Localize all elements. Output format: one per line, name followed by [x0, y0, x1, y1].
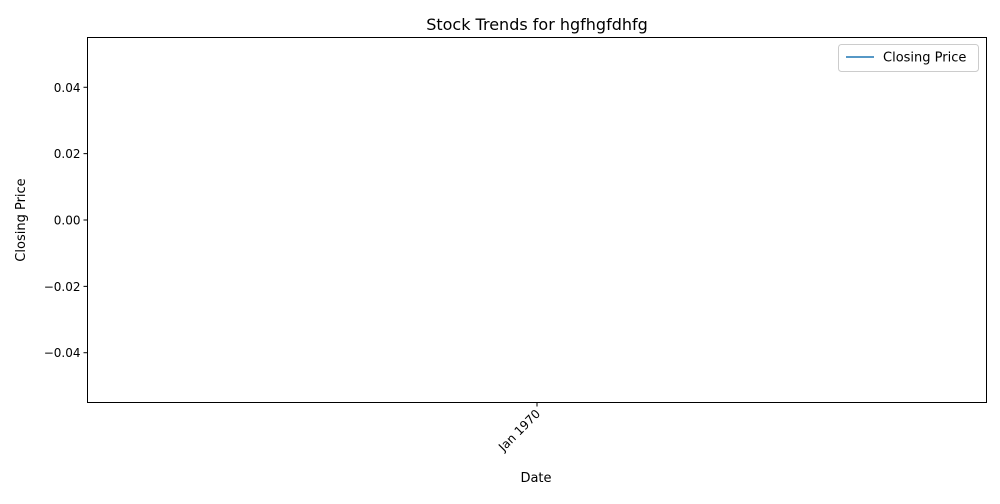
legend-label-closing-price: Closing Price: [883, 51, 966, 66]
x-axis-label: Date: [520, 471, 551, 486]
legend-box: [838, 44, 979, 72]
y-tick-label: 0.02: [54, 147, 81, 161]
y-tick-label: 0.04: [54, 81, 81, 95]
x-tick-label: Jan 1970: [495, 407, 543, 455]
y-tick-label: 0.00: [54, 214, 81, 228]
y-tick-label: −0.04: [44, 346, 81, 360]
legend: Closing Price: [838, 44, 979, 72]
chart-title: Stock Trends for hgfhgfdhfg: [426, 15, 648, 34]
y-axis: 0.04 0.02 0.00 −0.02 −0.04: [44, 81, 88, 360]
plot-area-frame: [87, 37, 987, 403]
y-axis-label: Closing Price: [14, 178, 29, 261]
y-tick-label: −0.02: [44, 280, 81, 294]
x-axis: Jan 1970: [495, 402, 543, 455]
